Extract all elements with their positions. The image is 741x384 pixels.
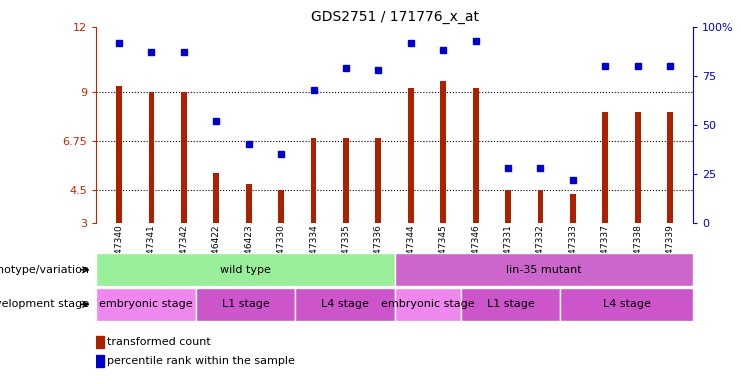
Bar (505, 190, 511, 223)
Text: embryonic stage: embryonic stage (99, 299, 193, 310)
Bar (116, 86, 122, 223)
Bar (96, 355, 104, 367)
Text: L4 stage: L4 stage (321, 299, 369, 310)
Bar (537, 190, 543, 223)
Text: development stage: development stage (0, 299, 89, 310)
Bar (96, 336, 104, 348)
Title: GDS2751 / 171776_x_at: GDS2751 / 171776_x_at (310, 10, 479, 25)
Text: lin-35 mutant: lin-35 mutant (506, 265, 582, 275)
Bar (213, 173, 219, 223)
Bar (343, 138, 349, 223)
Bar (96, 288, 196, 321)
Text: genotype/variation: genotype/variation (0, 265, 89, 275)
Text: L4 stage: L4 stage (602, 299, 651, 310)
Text: embryonic stage: embryonic stage (381, 299, 474, 310)
Bar (394, 288, 461, 321)
Bar (570, 194, 576, 223)
Bar (278, 190, 284, 223)
Text: L1 stage: L1 stage (222, 299, 269, 310)
Bar (310, 138, 316, 223)
Bar (148, 92, 154, 223)
Bar (667, 112, 673, 223)
Bar (408, 88, 413, 223)
Text: transformed count: transformed count (107, 337, 210, 347)
Bar (196, 288, 295, 321)
Bar (376, 138, 382, 223)
Bar (440, 81, 446, 223)
Text: wild type: wild type (220, 265, 271, 275)
Bar (96, 253, 394, 286)
Bar (602, 112, 608, 223)
Bar (473, 88, 479, 223)
Text: percentile rank within the sample: percentile rank within the sample (107, 356, 295, 366)
Bar (635, 112, 641, 223)
Text: L1 stage: L1 stage (487, 299, 534, 310)
Bar (246, 184, 252, 223)
Bar (181, 92, 187, 223)
Bar (461, 288, 560, 321)
Bar (295, 288, 395, 321)
Bar (394, 253, 693, 286)
Bar (560, 288, 693, 321)
